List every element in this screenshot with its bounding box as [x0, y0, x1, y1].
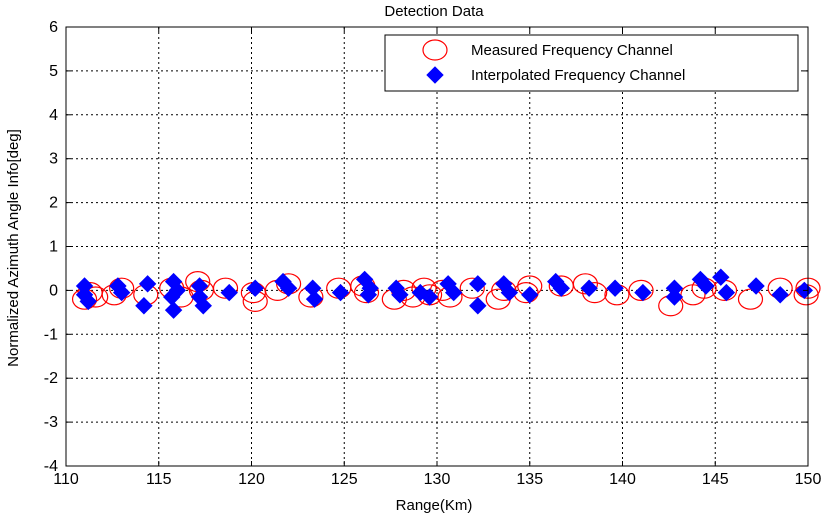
axis-ticks: 110 115 120 125 130 135 140 145 150 -4 -3 -2 -1 0 1 2 3 4…: [44, 19, 822, 488]
interpolated-point: [552, 279, 570, 297]
y-tick-label: 4: [49, 107, 58, 124]
x-tick-label: 150: [795, 471, 822, 488]
interpolated-point: [220, 283, 238, 302]
y-axis-label: Normalized Azimuth Angle Info[deg]: [5, 129, 22, 367]
y-tick-label: -3: [44, 414, 58, 431]
legend-entry-label: Measured Frequency Channel: [471, 42, 673, 59]
chart-title: Detection Data: [384, 3, 484, 20]
interpolated-point: [391, 286, 409, 304]
measured-point: [212, 277, 239, 299]
x-tick-label: 135: [516, 471, 543, 488]
y-tick-label: -2: [44, 370, 58, 387]
measured-point: [422, 39, 448, 61]
interpolated-point: [634, 283, 652, 302]
x-axis-label: Range(Km): [396, 497, 473, 514]
legend-entry-label: Interpolated Frequency Channel: [471, 67, 685, 84]
interpolated-point: [580, 279, 598, 297]
y-tick-label: 2: [49, 195, 58, 212]
legend: Measured Frequency Channel Interpolated F…: [384, 34, 799, 92]
x-tick-label: 120: [238, 471, 265, 488]
y-tick-label: -4: [44, 458, 58, 475]
x-tick-label: 115: [146, 471, 172, 488]
interpolated-point: [469, 275, 487, 293]
interpolated-point: [712, 268, 730, 286]
measured-point: [459, 277, 485, 299]
interpolated-point: [606, 279, 624, 297]
interpolated-point: [112, 283, 131, 302]
interpolated-point: [697, 277, 715, 295]
interpolated-point: [279, 279, 298, 297]
x-tick-label: 110: [53, 471, 79, 488]
measured-point: [737, 288, 764, 310]
y-tick-label: 3: [49, 151, 58, 168]
legend-box: [384, 34, 799, 92]
interpolated-point: [717, 283, 736, 302]
interpolated-point: [135, 297, 153, 315]
y-tick-label: 5: [49, 63, 58, 80]
interpolated-point: [194, 297, 212, 315]
interpolated-point: [444, 283, 463, 302]
interpolated-point: [138, 275, 157, 293]
interpolated-point: [305, 290, 324, 308]
interpolated-point: [246, 279, 264, 297]
y-tick-label: -1: [44, 326, 58, 343]
x-tick-label: 145: [702, 471, 729, 488]
interpolated-point: [164, 301, 183, 319]
interpolated-point: [420, 288, 439, 306]
grid-lines: [66, 27, 808, 466]
interpolated-point: [469, 297, 487, 315]
measured-point: [572, 273, 599, 295]
measured-point: [628, 279, 654, 301]
interpolated-point: [79, 292, 97, 311]
y-tick-label: 6: [49, 19, 58, 36]
interpolated-point: [359, 286, 378, 304]
interpolated-point: [747, 277, 765, 295]
interpolated-point: [665, 288, 684, 306]
y-tick-label: 0: [49, 282, 58, 299]
interpolated-point: [500, 283, 519, 302]
data-points: [71, 268, 821, 319]
interpolated-point: [771, 286, 789, 304]
y-tick-label: 1: [49, 239, 58, 256]
interpolated-point: [168, 281, 187, 300]
interpolated-point: [426, 66, 444, 84]
measured-point: [582, 281, 608, 304]
x-tick-label: 140: [609, 471, 636, 488]
interpolated-point: [521, 286, 539, 304]
interpolated-point: [331, 283, 350, 302]
x-tick-label: 125: [331, 471, 358, 488]
x-tick-label: 130: [424, 471, 451, 488]
